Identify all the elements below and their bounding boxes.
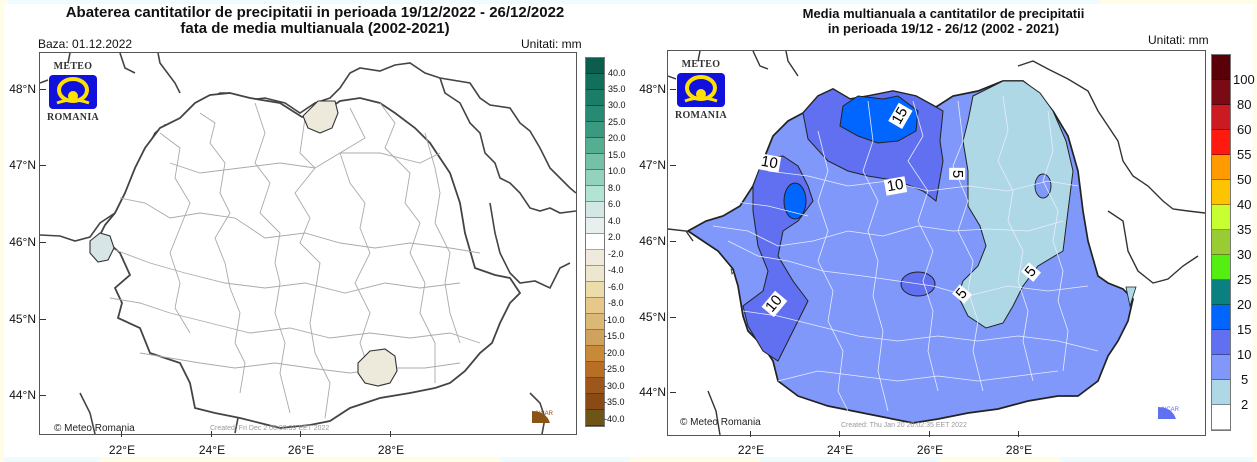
- cb-label: 2.0: [608, 232, 621, 242]
- cb-label: 8.0: [608, 183, 621, 193]
- lat-48: 48°N: [630, 82, 676, 96]
- cb-label: 5: [1241, 372, 1249, 387]
- cb-label: -35.0: [604, 397, 625, 407]
- lat-47: 47°N: [0, 158, 46, 172]
- lat-45: 45°N: [0, 312, 46, 326]
- cb-label: -15.0: [604, 331, 625, 341]
- meteo-romania-logo: METEO ROMANIA: [40, 61, 113, 123]
- logo-bottom-text: ROMANIA: [674, 110, 728, 121]
- cb-label: 15: [1237, 322, 1252, 337]
- cb-label: -4.0: [608, 265, 624, 275]
- right-edge: [1253, 0, 1257, 462]
- cb-label: 10.0: [608, 166, 626, 176]
- cb-label: 20: [1237, 297, 1252, 312]
- cb-label: 30: [1237, 247, 1252, 262]
- right-map-graphic: [668, 51, 1205, 435]
- ncar-text: NCAR: [1162, 407, 1180, 413]
- left-colorbar: [585, 57, 605, 427]
- top-edge: [0, 0, 1257, 4]
- created-timestamp: Created: Fri Dec 2 06:00:39 EET 2022: [210, 425, 330, 432]
- cb-label: 30.0: [608, 100, 626, 110]
- logo-top-text: METEO: [53, 61, 93, 72]
- lon-28: 28°E: [999, 431, 1039, 457]
- bottom-edge: [0, 457, 1257, 462]
- cb-label: 50: [1237, 172, 1252, 187]
- left-map-frame: METEO ROMANIA © Meteo Romania Created: F…: [39, 52, 577, 435]
- cb-label: 100: [1233, 72, 1255, 87]
- meteo-romania-logo: METEO ROMANIA: [668, 59, 741, 121]
- cb-label: -2.0: [608, 249, 624, 259]
- lon-24: 24°E: [192, 431, 232, 457]
- logo-bottom-text: ROMANIA: [46, 112, 100, 123]
- cb-label: -40.0: [604, 414, 625, 424]
- copyright-text: © Meteo Romania: [54, 423, 135, 434]
- cb-label: 80: [1237, 97, 1252, 112]
- cb-label: 25: [1237, 272, 1252, 287]
- lat-44: 44°N: [0, 388, 46, 402]
- lat-45: 45°N: [630, 310, 676, 324]
- right-colorbar: [1211, 54, 1231, 431]
- cb-label: -6.0: [608, 282, 624, 292]
- cb-label: -8.0: [608, 298, 624, 308]
- lat-47: 47°N: [630, 158, 676, 172]
- cb-label: 35.0: [608, 84, 626, 94]
- lon-22: 22°E: [731, 431, 771, 457]
- cb-label: 4.0: [608, 216, 621, 226]
- base-date-label: Baza: 01.12.2022: [38, 37, 133, 51]
- cb-label: 15.0: [608, 150, 626, 160]
- logo-top-text: METEO: [681, 59, 721, 70]
- cb-label: 40: [1237, 197, 1252, 212]
- cb-label: 6.0: [608, 199, 621, 209]
- ncar-logo: NCAR: [532, 411, 554, 423]
- copyright-text: © Meteo Romania: [680, 417, 761, 428]
- ncar-logo: NCAR: [1158, 407, 1180, 419]
- left-map-title-line1: Abaterea cantitatilor de precipitatii in…: [65, 4, 565, 21]
- lat-46: 46°N: [0, 235, 46, 249]
- lon-28: 28°E: [371, 431, 411, 457]
- left-map-title-line2: fata de media multianuala (2002-2021): [180, 20, 450, 37]
- created-timestamp: Created: Thu Jan 20 20:02:35 EET 2022: [841, 422, 967, 429]
- contour-label-10: 10: [757, 152, 781, 173]
- cb-label: -30.0: [604, 381, 625, 391]
- logo-emblem-icon: [677, 73, 725, 107]
- left-units-label: Unitati: mm: [521, 37, 582, 51]
- lon-26: 26°E: [281, 431, 321, 457]
- ncar-icon: [532, 411, 550, 423]
- cb-label: 40.0: [608, 68, 626, 78]
- ncar-text: NCAR: [536, 411, 554, 417]
- cb-label: -20.0: [604, 348, 625, 358]
- cb-label: 35: [1237, 222, 1252, 237]
- right-map-title-line1: Media multianuala a cantitatilor de prec…: [802, 6, 1085, 21]
- cb-label: -25.0: [604, 364, 625, 374]
- cb-label: 60: [1237, 122, 1252, 137]
- cb-label: 2: [1241, 397, 1249, 412]
- right-map-title-line2: in perioada 19/12 - 26/12 (2002 - 2021): [827, 21, 1060, 36]
- cb-label: 55: [1237, 147, 1252, 162]
- lat-48: 48°N: [0, 82, 46, 96]
- left-map-graphic: [40, 53, 576, 434]
- lon-24: 24°E: [820, 431, 860, 457]
- logo-emblem-icon: [49, 75, 97, 109]
- right-map-panel: Media multianuala a cantitatilor de prec…: [630, 0, 1257, 462]
- lon-26: 26°E: [910, 431, 950, 457]
- cb-label: 25.0: [608, 117, 626, 127]
- contour-label-5: 5: [949, 167, 967, 181]
- ncar-icon: [1158, 407, 1176, 419]
- left-map-panel: Abaterea cantitatilor de precipitatii in…: [0, 4, 626, 457]
- left-edge: [0, 0, 4, 462]
- cb-label: 20.0: [608, 133, 626, 143]
- cb-label: 10: [1237, 347, 1252, 362]
- right-map-frame: 15 10 10 10 5 5 5 METEO ROMANIA © Meteo …: [667, 50, 1206, 436]
- lon-22: 22°E: [102, 431, 142, 457]
- cb-label: -10.0: [604, 315, 625, 325]
- lat-44: 44°N: [630, 385, 676, 399]
- right-units-label: Unitati: mm: [1148, 33, 1209, 47]
- lat-46: 46°N: [630, 234, 676, 248]
